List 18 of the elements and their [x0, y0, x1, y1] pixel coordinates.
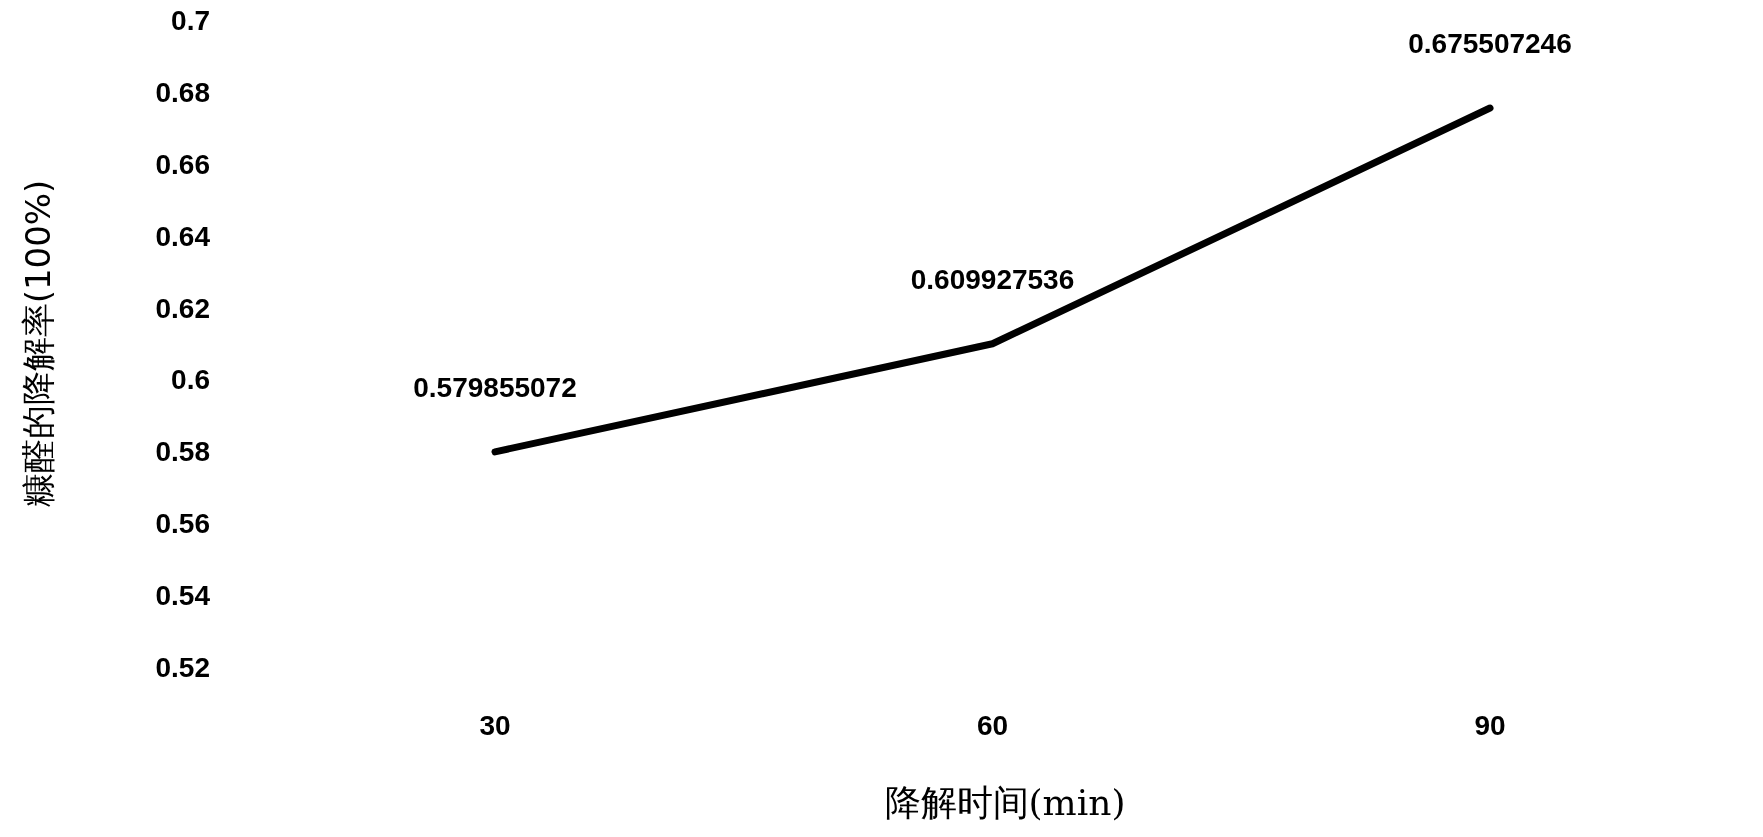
x-tick-label: 30 [479, 710, 511, 741]
y-tick-label: 0.54 [155, 580, 211, 612]
data-label: 0.675507246 [1408, 28, 1572, 60]
y-tick-label: 0.68 [155, 76, 210, 108]
y-tick-label: 0.56 [155, 508, 210, 540]
y-tick-label: 0.64 [155, 220, 211, 252]
data-label: 0.609927536 [910, 263, 1075, 295]
y-axis-title: 糠醛的降解率(100%) [18, 179, 58, 508]
data-label: 0.579855072 [413, 371, 577, 403]
y-tick-label: 0.62 [155, 292, 210, 324]
y-tick-label: 0.7 [171, 5, 210, 36]
y-tick-label: 0.66 [155, 148, 210, 180]
y-tick-label: 0.6 [171, 364, 210, 396]
y-tick-label: 0.58 [155, 436, 210, 468]
x-tick-label: 90 [1474, 710, 1506, 741]
x-tick-label: 60 [976, 710, 1009, 741]
x-axis-title: 降解时间(min) [884, 782, 1126, 823]
y-tick-label: 0.52 [155, 652, 210, 683]
